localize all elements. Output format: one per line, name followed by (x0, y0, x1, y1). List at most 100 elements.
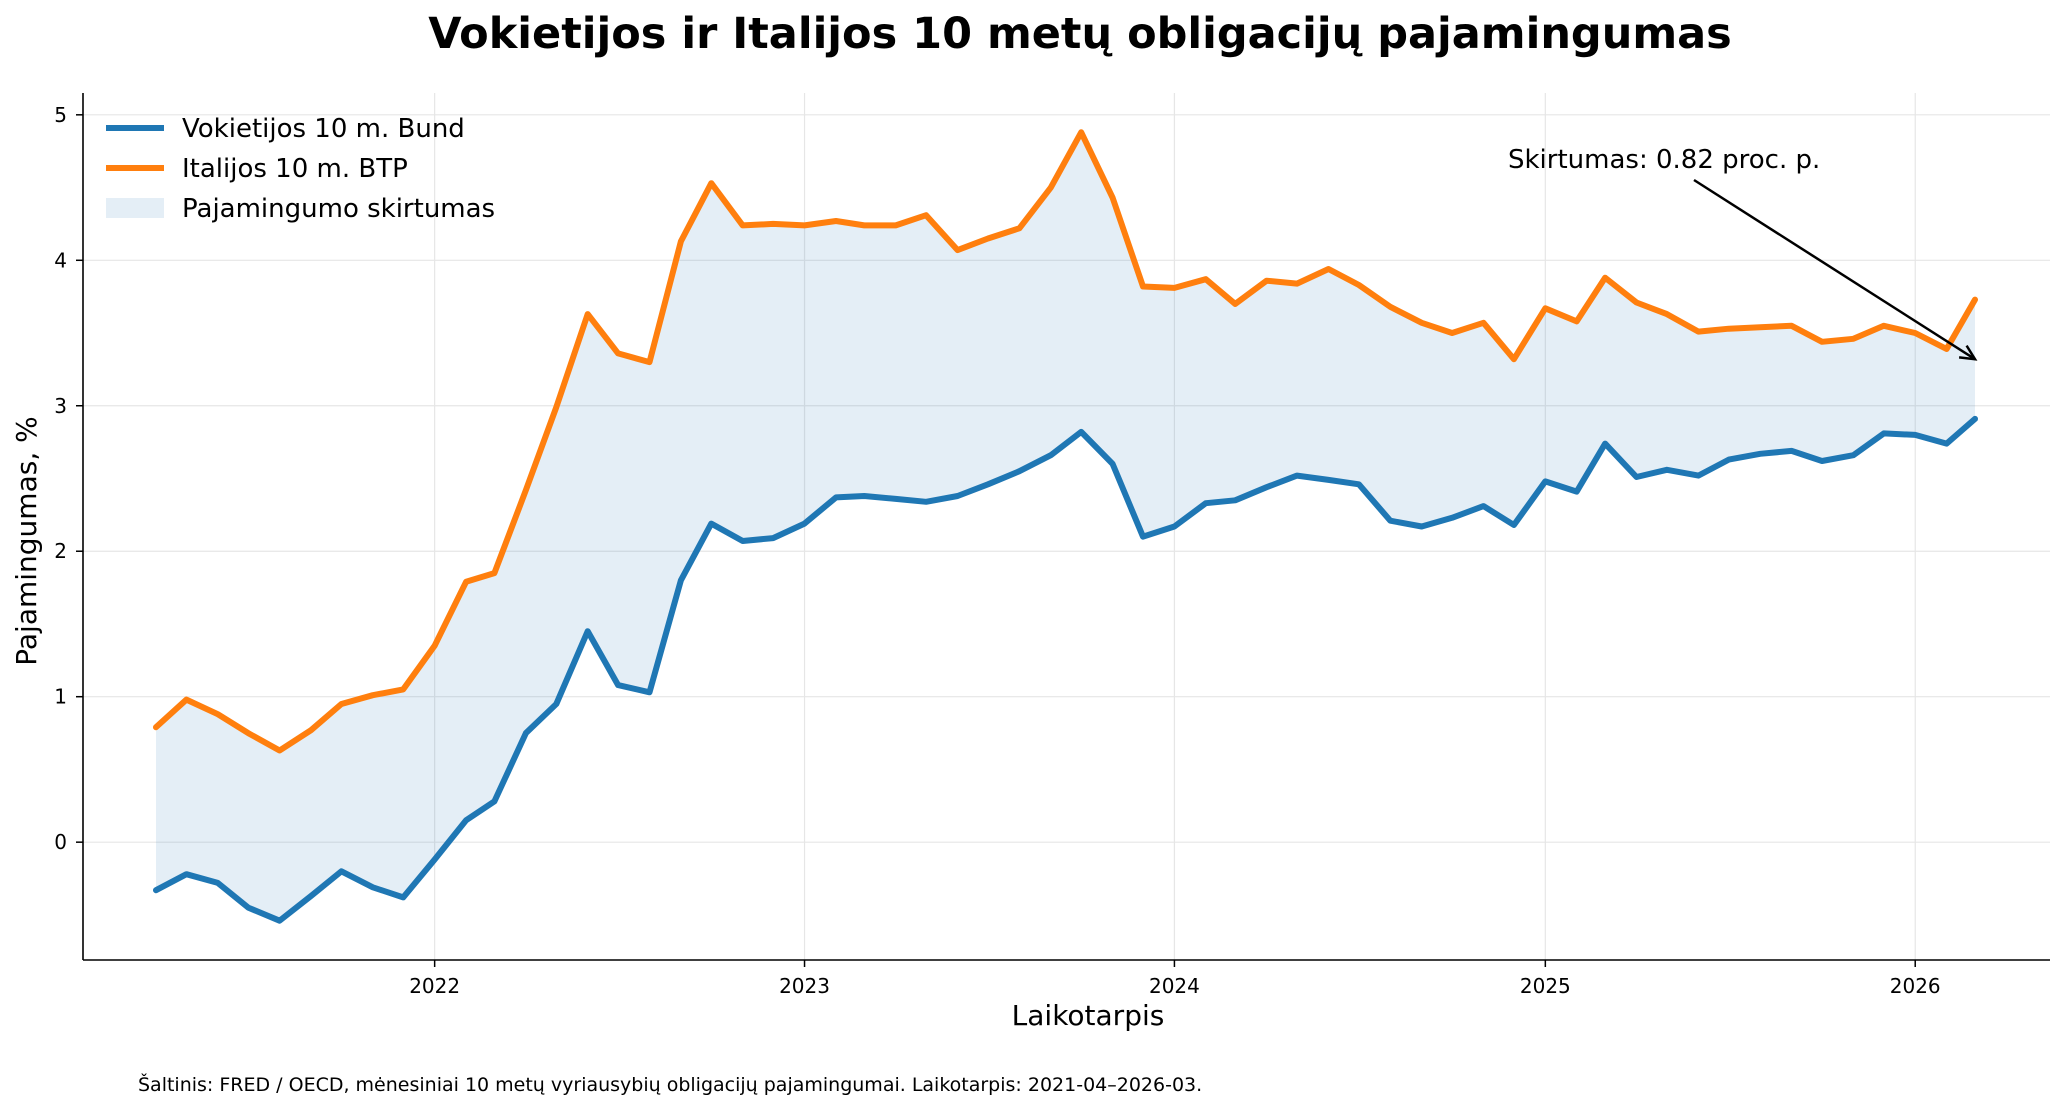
data-point (893, 222, 899, 228)
legend-label-btp: Italijos 10 m. BTP (182, 154, 408, 184)
data-point (647, 359, 653, 365)
data-point (585, 311, 591, 317)
data-point (1912, 330, 1918, 336)
data-point (1264, 278, 1270, 284)
data-point (708, 521, 714, 527)
data-point (432, 643, 438, 649)
data-point (1016, 468, 1022, 474)
data-point (1511, 356, 1517, 362)
y-axis-label: Pajamingumas, % (10, 416, 43, 665)
data-point (955, 247, 961, 253)
data-point (861, 493, 867, 499)
data-point (1387, 304, 1393, 310)
series-line-0 (153, 415, 1978, 924)
series-line-1 (153, 129, 1978, 754)
data-point (833, 218, 839, 224)
data-point (1757, 451, 1763, 457)
data-point (1850, 452, 1856, 458)
data-point (923, 212, 929, 218)
data-point (861, 222, 867, 228)
data-point (1944, 346, 1950, 352)
data-point (1881, 323, 1887, 329)
data-point (1294, 473, 1300, 479)
data-point (1016, 225, 1022, 231)
data-point (1326, 266, 1332, 272)
data-point (678, 238, 684, 244)
data-point (245, 730, 251, 736)
x-tick-label: 2024 (1149, 974, 1200, 998)
data-point (833, 494, 839, 500)
x-tick-label: 2025 (1520, 974, 1571, 998)
data-point (215, 880, 221, 886)
data-point (1140, 534, 1146, 540)
data-point (1664, 467, 1670, 473)
data-point (1232, 301, 1238, 307)
tick-labels: 2022 2023 2024 2025 2026 0 1 2 3 4 5 (54, 103, 1940, 998)
data-point (708, 180, 714, 186)
data-point (923, 499, 929, 505)
data-point (463, 817, 469, 823)
data-point (1356, 481, 1362, 487)
data-point (1819, 458, 1825, 464)
data-point (1078, 129, 1084, 135)
source-note: Šaltinis: FRED / OECD, mėnesiniai 10 met… (138, 1072, 1202, 1096)
data-point (1048, 185, 1054, 191)
data-point (153, 887, 159, 893)
data-point (1419, 320, 1425, 326)
data-point (615, 350, 621, 356)
data-point (893, 496, 899, 502)
y-tick-label: 1 (54, 685, 67, 709)
data-point (740, 222, 746, 228)
data-point (1048, 452, 1054, 458)
grid (83, 93, 2050, 960)
data-point (1881, 430, 1887, 436)
y-tick-label: 2 (54, 539, 67, 563)
annotation-arrow (1693, 178, 1976, 361)
data-point (277, 748, 283, 754)
data-point (308, 727, 314, 733)
data-point (370, 884, 376, 890)
data-point (400, 686, 406, 692)
data-point (553, 701, 559, 707)
legend-swatch-spread (106, 198, 164, 218)
data-point (1695, 473, 1701, 479)
data-point (1789, 323, 1795, 329)
data-point (1542, 305, 1548, 311)
data-point (1944, 441, 1950, 447)
data-point (1789, 448, 1795, 454)
data-point (1078, 429, 1084, 435)
data-point (1203, 276, 1209, 282)
data-point (1232, 497, 1238, 503)
data-point (491, 570, 497, 576)
data-point (245, 905, 251, 911)
data-point (770, 535, 776, 541)
data-point (1481, 320, 1487, 326)
data-point (463, 579, 469, 585)
data-point (647, 689, 653, 695)
data-point (1757, 324, 1763, 330)
legend-label-spread: Pajamingumo skirtumas (182, 194, 495, 224)
legend: Vokietijos 10 m. Bund Italijos 10 m. BTP… (106, 114, 495, 224)
data-point (308, 893, 314, 899)
data-point (1574, 318, 1580, 324)
data-point (740, 538, 746, 544)
data-point (553, 404, 559, 410)
data-point (1912, 432, 1918, 438)
data-point (1387, 518, 1393, 524)
data-point (1264, 484, 1270, 490)
data-point (985, 481, 991, 487)
data-point (1972, 416, 1978, 422)
data-point (215, 711, 221, 717)
data-point (1110, 195, 1116, 201)
data-point (1664, 311, 1670, 317)
data-point (153, 724, 159, 730)
data-point (1419, 524, 1425, 530)
y-tick-label: 4 (54, 248, 67, 272)
data-point (1850, 336, 1856, 342)
data-point (1294, 281, 1300, 287)
y-tick-label: 3 (54, 394, 67, 418)
data-point (678, 577, 684, 583)
data-point (1972, 297, 1978, 303)
data-point (1819, 339, 1825, 345)
